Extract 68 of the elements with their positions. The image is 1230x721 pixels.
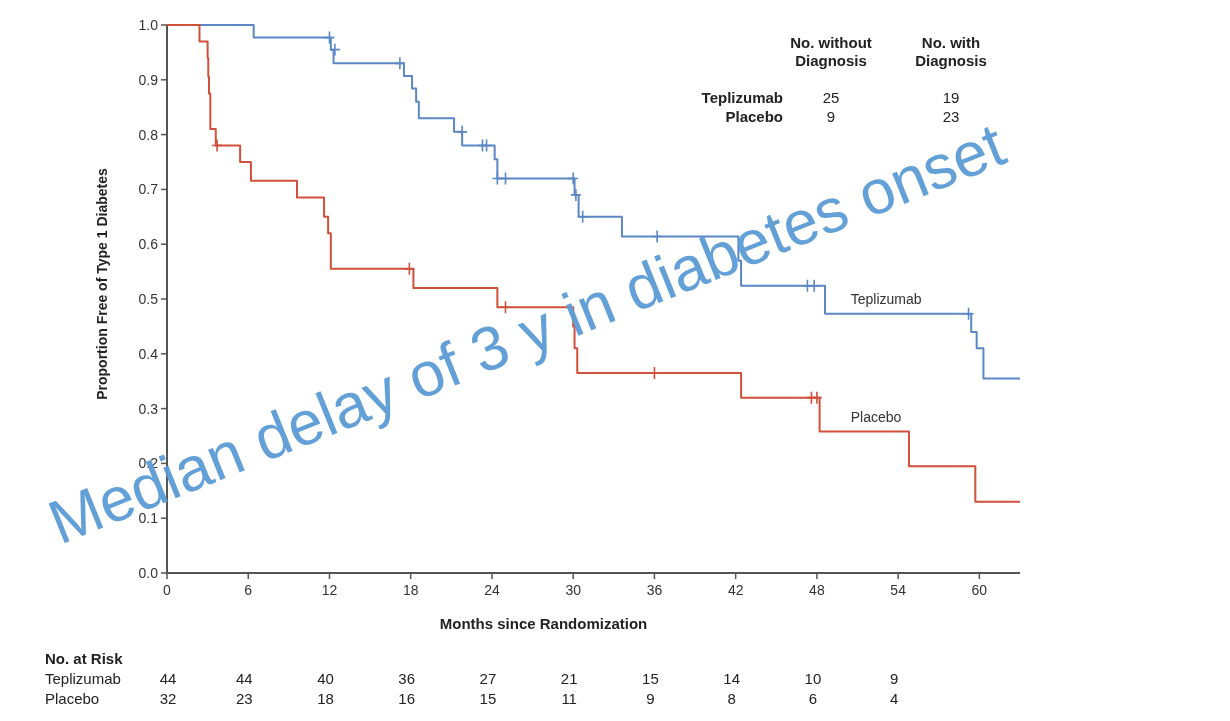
text: 44 xyxy=(235,670,253,687)
x-tick-label: 18 xyxy=(402,582,419,598)
y-tick-label: 0.0 xyxy=(138,565,159,581)
text: 40 xyxy=(317,670,334,687)
y-tick-label: 0.7 xyxy=(138,181,159,198)
text: 11 xyxy=(561,690,577,707)
x-tick-label: 42 xyxy=(727,582,744,598)
point xyxy=(570,188,582,202)
x-axis-title: Months since Randomization xyxy=(439,615,648,632)
point xyxy=(567,171,579,186)
x-tick-label: 0 xyxy=(163,582,172,598)
text: Placebo xyxy=(45,690,100,707)
x-tick-label: 54 xyxy=(890,582,907,598)
y-tick-label: 0.9 xyxy=(138,71,159,88)
annotation: Placebo xyxy=(725,108,783,125)
x-tick-label: 36 xyxy=(646,582,663,598)
y-tick-label: 0.3 xyxy=(138,400,159,417)
x-tick-label: 60 xyxy=(971,582,988,598)
y-tick-label: 1.0 xyxy=(138,17,159,33)
text: 23 xyxy=(235,690,253,707)
text: No. at Risk xyxy=(45,650,124,667)
text: 21 xyxy=(560,670,578,687)
point xyxy=(394,56,406,71)
annotation: Teplizumab xyxy=(701,89,783,106)
x-tick-label: 12 xyxy=(321,582,338,598)
text: 9 xyxy=(646,690,655,707)
y-tick-label: 0.4 xyxy=(138,345,159,362)
y-tick-label: 0.6 xyxy=(138,236,159,253)
series-label: Placebo xyxy=(850,408,902,425)
annotation: No. with Diagnosis xyxy=(915,34,987,69)
series-label: Teplizumab xyxy=(850,290,922,307)
point xyxy=(456,125,468,139)
point xyxy=(576,210,589,224)
point xyxy=(323,30,336,45)
text: Teplizumab xyxy=(45,670,121,687)
point xyxy=(211,138,223,153)
x-tick-label: 24 xyxy=(484,582,500,598)
text: 44 xyxy=(159,670,177,687)
annotation: 19 xyxy=(942,89,960,106)
y-tick-label: 0.8 xyxy=(138,126,159,143)
annotation: 25 xyxy=(822,89,840,106)
text: 9 xyxy=(889,670,899,687)
text: 8 xyxy=(727,690,736,707)
text: 16 xyxy=(398,690,416,707)
annotation: 23 xyxy=(942,108,960,125)
y-axis-title: Proportion Free of Type 1 Diabetes xyxy=(94,168,110,400)
annotation: No. without Diagnosis xyxy=(790,34,872,69)
x-tick-label: 48 xyxy=(809,582,825,598)
y-tick-label: 0.5 xyxy=(138,291,159,307)
x-tick-label: 30 xyxy=(565,582,582,598)
text: 4 xyxy=(889,690,899,707)
text: 32 xyxy=(159,690,177,707)
point xyxy=(329,42,341,57)
point xyxy=(403,262,416,276)
text: 18 xyxy=(317,690,334,707)
point xyxy=(811,390,823,405)
text: 36 xyxy=(398,670,416,687)
text: 15 xyxy=(479,690,497,707)
text: 27 xyxy=(479,670,497,687)
text: 15 xyxy=(642,670,659,687)
annotation: 9 xyxy=(826,108,836,125)
x-tick-label: 6 xyxy=(244,582,253,598)
point xyxy=(499,300,512,315)
point xyxy=(962,307,975,321)
point xyxy=(499,171,512,186)
text: 10 xyxy=(804,670,822,687)
text: 14 xyxy=(723,670,741,687)
text: 6 xyxy=(808,690,818,707)
